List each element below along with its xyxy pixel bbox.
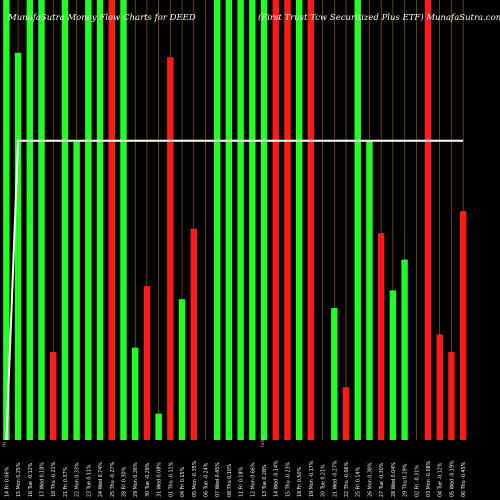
x-tick-label: 13 Tue 0.28% xyxy=(262,464,268,497)
bar xyxy=(108,0,115,440)
x-tick-label: 19 Mon -0.17% xyxy=(309,460,315,497)
bar xyxy=(85,0,92,440)
bar xyxy=(3,0,10,440)
bar xyxy=(38,0,45,440)
x-tick-label: 04 Tue -0.12% xyxy=(438,462,444,497)
bar xyxy=(96,0,104,440)
bar xyxy=(249,0,256,440)
bar xyxy=(401,259,408,440)
bar xyxy=(73,140,80,441)
bar xyxy=(237,0,244,440)
x-tick-label: 29 Thu 0.29% xyxy=(403,463,409,497)
bar xyxy=(178,299,186,440)
x-tick-label: 05 Wed -0.19% xyxy=(449,460,455,497)
x-tick-label: 25 Fri 0.14% xyxy=(356,466,362,497)
x-tick-label: 12 Mon 0.66% xyxy=(250,462,256,497)
bar xyxy=(213,0,221,440)
x-tick-label: 05 Mon -0.35% xyxy=(192,460,198,497)
x-tick-label: 21 Fri 0.37% xyxy=(63,466,69,497)
x-tick-label: 22 Mon 0.33% xyxy=(75,462,81,497)
bar xyxy=(284,0,291,440)
x-tick-label: 24 Wed 0.74% xyxy=(98,462,104,497)
x-tick-label: 07 Wed 0.45% xyxy=(215,462,221,497)
bar xyxy=(272,0,279,440)
bar xyxy=(190,228,197,440)
bar xyxy=(225,0,233,440)
x-tick-label: 06 Thu -0.45% xyxy=(461,461,467,497)
x-tick-label: 04 Fri 0.15% xyxy=(180,466,186,497)
chart-subtitle: (First Trust Tcw Securitized Plus ETF) M… xyxy=(258,13,500,23)
x-tick-label: 21 Wed -0.27% xyxy=(332,460,338,497)
bar xyxy=(448,352,455,440)
bar xyxy=(389,290,397,440)
x-tick-label: 17 Wed 0.18% xyxy=(39,462,45,497)
special-label: fo0% xyxy=(260,435,266,447)
bar xyxy=(295,0,303,440)
bar xyxy=(167,57,174,440)
bar xyxy=(307,0,315,440)
x-tick-label: 30 Tue -0.28% xyxy=(145,462,151,497)
chart-title: MunafaSutra Money Flow Charts for DEED xyxy=(8,13,196,23)
x-tick-label: 01 Thu -0.11% xyxy=(168,461,174,497)
special-label: fN xyxy=(2,442,8,447)
x-tick-label: 26 Mon 0.38% xyxy=(367,462,373,497)
bar xyxy=(120,0,127,440)
x-tick-label: 18 Fri 0.50% xyxy=(297,466,303,497)
x-tick-label: 14 Wed -0.14% xyxy=(274,460,280,497)
x-tick-label: 22 Thu -0.06% xyxy=(344,461,350,497)
x-tick-label: 28 Fri 0.30% xyxy=(121,466,127,497)
x-tick-label: 14 Fri 0.06% xyxy=(4,466,10,497)
bar xyxy=(131,347,139,440)
bar xyxy=(436,334,443,440)
bar xyxy=(459,211,467,440)
x-tick-label: 08 Thu 0.10% xyxy=(227,463,233,497)
bar xyxy=(366,140,373,441)
x-tick-label: 15 Thu -0.23% xyxy=(285,461,291,497)
x-tick-label: 06 Tue -0.24% xyxy=(203,462,209,497)
x-tick-label: 18 Thu -0.21% xyxy=(51,461,57,497)
x-tick-label: 03 Mon -0.08% xyxy=(426,460,432,497)
x-tick-label: 28 Wed 0.04% xyxy=(391,462,397,497)
x-tick-label: 02 Fri -0.31% xyxy=(414,465,420,497)
x-tick-label: 23 Tue 0.11% xyxy=(86,464,92,497)
bar xyxy=(377,233,385,440)
money-flow-line xyxy=(5,139,464,441)
bar xyxy=(143,286,151,440)
bar xyxy=(331,308,338,440)
x-tick-label: 11 Fri 0.18% xyxy=(239,466,245,497)
bar xyxy=(354,0,361,440)
bar xyxy=(14,52,22,441)
bar xyxy=(155,413,162,440)
bar xyxy=(342,387,350,440)
x-tick-label: 16 Tue -0.12% xyxy=(28,462,34,497)
bar xyxy=(61,0,69,440)
bar xyxy=(424,0,432,440)
bar xyxy=(26,0,33,440)
x-tick-label: 25 Thu -0.27% xyxy=(110,461,116,497)
x-tick-label: 27 Tue -0.30% xyxy=(379,462,385,497)
x-tick-label: 29 Mon 0.26% xyxy=(133,462,139,497)
x-tick-label: 31 Wed 0.08% xyxy=(157,462,163,497)
bar xyxy=(260,0,268,440)
x-tick-label: 20 Tue 0.21% xyxy=(321,464,327,497)
bar xyxy=(50,352,57,440)
x-tick-label: 15 Mon 0.25% xyxy=(16,462,22,497)
